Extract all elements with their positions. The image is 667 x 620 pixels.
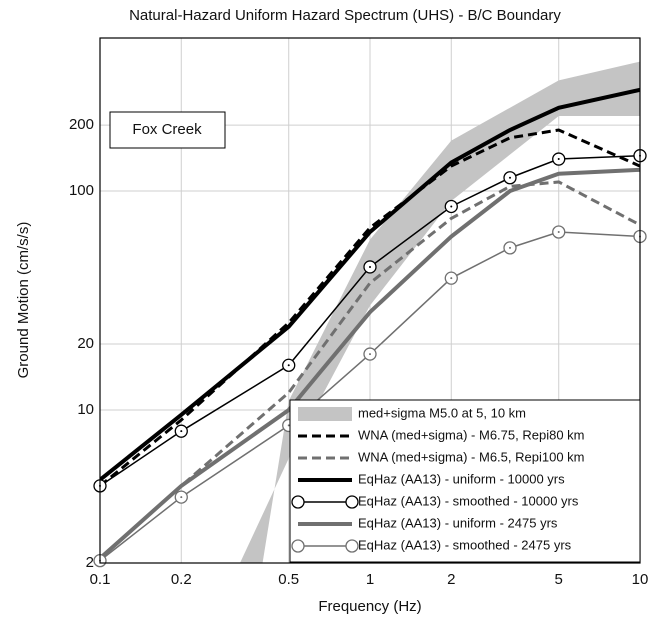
chart-title: Natural-Hazard Uniform Hazard Spectrum (… xyxy=(129,7,561,24)
x-tick-label: 5 xyxy=(555,571,563,588)
band xyxy=(239,61,640,563)
x-tick-label: 0.5 xyxy=(278,571,299,588)
marker-dot xyxy=(287,364,290,367)
legend-label: WNA (med+sigma) - M6.75, Repi80 km xyxy=(358,427,584,442)
y-tick-label: 2 xyxy=(86,554,94,571)
x-axis-label: Frequency (Hz) xyxy=(318,598,421,615)
series-line xyxy=(100,167,640,560)
marker-dot xyxy=(557,158,560,161)
x-tick-label: 0.1 xyxy=(90,571,111,588)
x-tick-label: 2 xyxy=(447,571,455,588)
legend-label: EqHaz (AA13) - smoothed - 2475 yrs xyxy=(358,537,572,552)
legend-label: EqHaz (AA13) - uniform - 10000 yrs xyxy=(358,471,565,486)
y-tick-label: 10 xyxy=(77,401,94,418)
x-tick-label: 10 xyxy=(632,571,649,588)
legend-label: med+sigma M5.0 at 5, 10 km xyxy=(358,405,526,420)
series-line xyxy=(100,180,640,560)
annotation: Fox Creek xyxy=(132,121,202,138)
y-tick-label: 200 xyxy=(69,116,94,133)
x-tick-label: 1 xyxy=(366,571,374,588)
marker-dot xyxy=(508,176,511,179)
legend-marker xyxy=(291,539,305,553)
marker-dot xyxy=(369,353,371,356)
marker-dot xyxy=(369,265,371,268)
y-axis-label: Ground Motion (cm/s/s) xyxy=(15,222,32,379)
x-tick-label: 0.2 xyxy=(171,571,192,588)
legend-marker xyxy=(345,539,359,553)
plot-frame xyxy=(99,37,641,564)
y-tick-label: 100 xyxy=(69,182,94,199)
y-tick-label: 20 xyxy=(77,335,94,352)
marker-dot xyxy=(287,424,290,427)
series-line xyxy=(100,231,640,562)
marker-dot xyxy=(508,246,511,249)
marker-dot xyxy=(180,430,183,433)
legend-marker xyxy=(345,495,359,509)
legend-swatch xyxy=(298,407,352,421)
annotation-box xyxy=(109,111,226,149)
legend-label: EqHaz (AA13) - uniform - 2475 yrs xyxy=(358,515,558,530)
plot xyxy=(100,61,640,563)
marker-dot xyxy=(180,496,183,499)
legend-label: WNA (med+sigma) - M6.5, Repi100 km xyxy=(358,449,584,464)
legend-label: EqHaz (AA13) - smoothed - 10000 yrs xyxy=(358,493,579,508)
marker-dot xyxy=(450,277,453,280)
marker-dot xyxy=(450,205,453,208)
series-line xyxy=(100,154,640,487)
marker-dot xyxy=(557,230,560,233)
legend-marker xyxy=(291,495,305,509)
series-line xyxy=(100,87,640,482)
